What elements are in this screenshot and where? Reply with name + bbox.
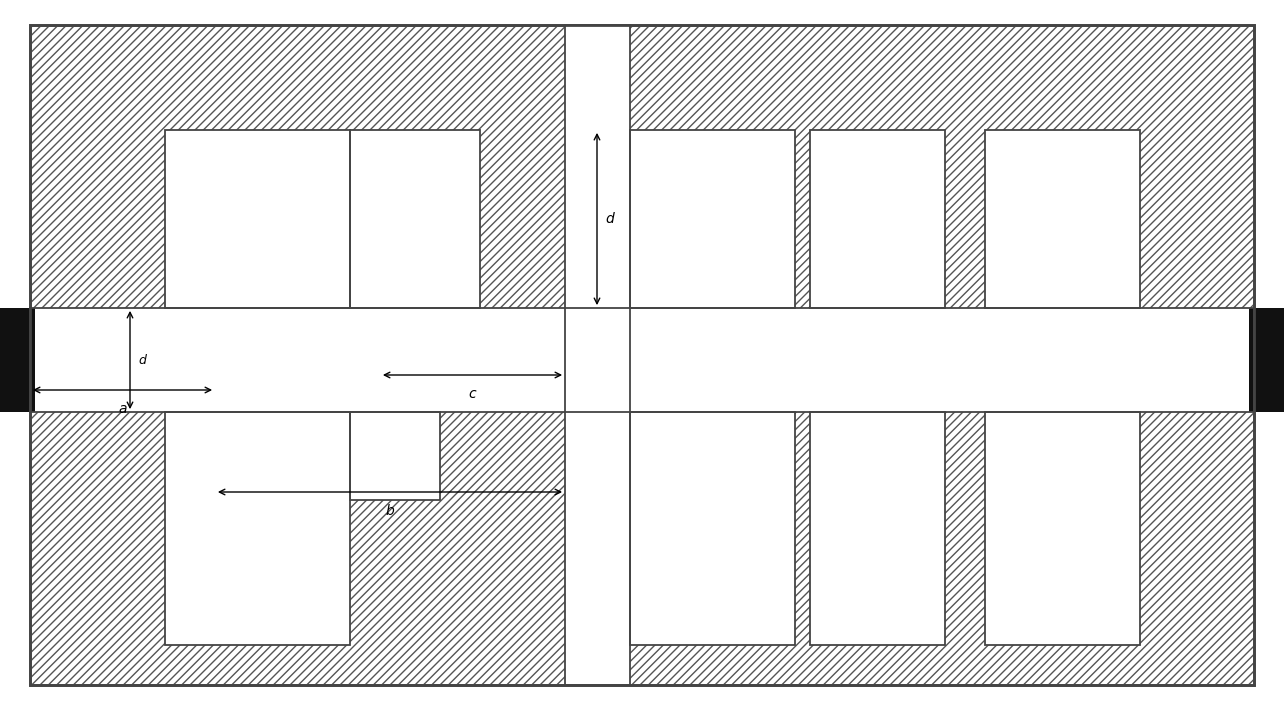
Bar (351, 412, 440, 500)
Bar (810, 130, 945, 308)
Bar (565, 25, 630, 685)
Bar (985, 412, 1140, 645)
Bar (1249, 308, 1284, 360)
Bar (351, 130, 480, 308)
Bar (630, 412, 795, 645)
Text: c: c (469, 387, 476, 401)
Bar (630, 130, 795, 308)
Bar (810, 130, 945, 308)
Bar (810, 412, 945, 645)
Text: d: d (137, 354, 146, 366)
Bar (565, 25, 630, 685)
Bar (166, 412, 351, 645)
Text: b: b (385, 504, 394, 518)
Text: a: a (118, 402, 127, 416)
Bar (985, 130, 1140, 308)
Bar (0, 308, 35, 360)
Bar (630, 412, 795, 645)
Bar (1249, 360, 1284, 412)
Bar (985, 130, 1140, 308)
Bar (0, 360, 35, 412)
Bar (351, 412, 440, 500)
Bar (985, 412, 1140, 645)
Bar (30, 308, 1254, 412)
Bar (166, 412, 351, 645)
Bar (0, 308, 1284, 412)
Bar (351, 130, 480, 308)
Bar (810, 412, 945, 645)
Bar (166, 130, 351, 308)
Bar (630, 130, 795, 308)
Bar (166, 130, 351, 308)
Text: d: d (605, 212, 614, 226)
